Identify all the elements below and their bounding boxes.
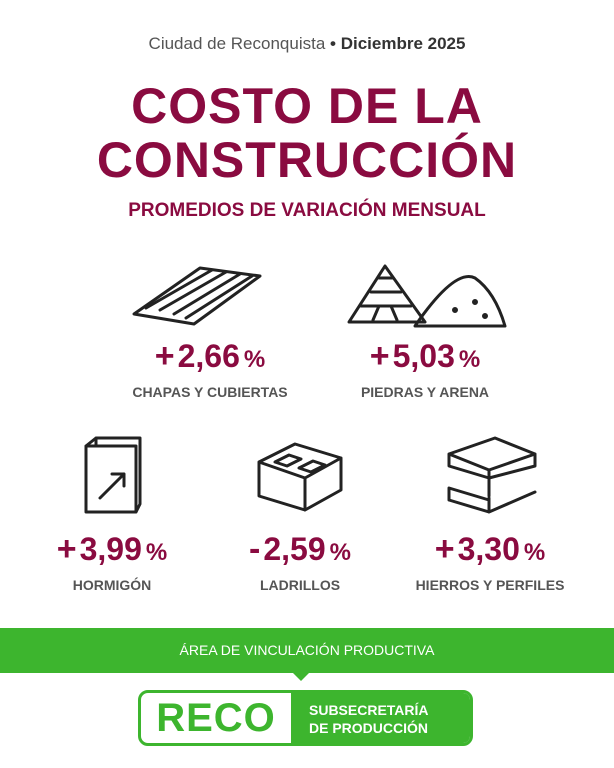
variation: +2,66% bbox=[110, 337, 310, 376]
separator: • bbox=[330, 34, 336, 53]
unit: % bbox=[145, 539, 168, 566]
org-name: SUBSECRETARÍA DE PRODUCCIÓN bbox=[291, 693, 470, 743]
material-item: +2,66% CHAPAS Y CUBIERTAS bbox=[110, 337, 310, 400]
banner: ÁREA DE VINCULACIÓN PRODUCTIVA bbox=[0, 628, 614, 673]
unit: % bbox=[329, 539, 351, 566]
date: Diciembre 2025 bbox=[340, 34, 466, 53]
unit: % bbox=[243, 346, 266, 373]
title-line: CONSTRUCCIÓN bbox=[96, 132, 518, 188]
value: 2,66 bbox=[177, 338, 240, 374]
material-label: PIEDRAS Y ARENA bbox=[360, 384, 490, 400]
variation: +3,30% bbox=[390, 530, 590, 569]
variation: +5,03% bbox=[325, 337, 525, 376]
sign: - bbox=[249, 530, 261, 568]
sign: + bbox=[154, 337, 175, 375]
sign: + bbox=[369, 337, 390, 375]
variation: -2,59% bbox=[200, 530, 400, 569]
org-line: SUBSECRETARÍA bbox=[309, 702, 429, 718]
value: 5,03 bbox=[392, 338, 455, 374]
header: Ciudad de Reconquista • Diciembre 2025 bbox=[0, 34, 614, 54]
logo-text: RECO bbox=[156, 696, 276, 740]
sign: + bbox=[434, 530, 455, 568]
material-label: CHAPAS Y CUBIERTAS bbox=[132, 384, 288, 400]
sign: + bbox=[56, 530, 77, 568]
unit: % bbox=[523, 539, 546, 566]
value: 3,30 bbox=[457, 531, 520, 567]
material-item: +3,30% HIERROS Y PERFILES bbox=[390, 530, 590, 593]
material-item: +5,03% PIEDRAS Y ARENA bbox=[325, 337, 525, 400]
unit: % bbox=[458, 346, 481, 373]
material-item: -2,59% LADRILLOS bbox=[200, 530, 400, 593]
title-line: COSTO DE LA bbox=[131, 78, 483, 134]
logo: RECO SUBSECRETARÍA DE PRODUCCIÓN bbox=[138, 690, 473, 746]
value: 3,99 bbox=[79, 531, 142, 567]
icon-bag bbox=[84, 436, 142, 514]
org-line: DE PRODUCCIÓN bbox=[309, 720, 429, 736]
subtitle: PROMEDIOS DE VARIACIÓN MENSUAL bbox=[128, 200, 486, 221]
material-label: HIERROS Y PERFILES bbox=[415, 577, 565, 593]
icon-brick bbox=[257, 442, 343, 512]
icon-beam bbox=[447, 436, 537, 514]
location: Ciudad de Reconquista bbox=[148, 34, 326, 53]
value: 2,59 bbox=[263, 531, 326, 567]
icon-stones bbox=[347, 264, 507, 328]
material-label: HORMIGÓN bbox=[72, 577, 152, 593]
banner-pointer bbox=[292, 672, 310, 681]
icon-roof bbox=[132, 266, 262, 326]
material-label: LADRILLOS bbox=[259, 577, 341, 593]
material-item: +3,99% HORMIGÓN bbox=[12, 530, 212, 593]
variation: +3,99% bbox=[12, 530, 212, 569]
